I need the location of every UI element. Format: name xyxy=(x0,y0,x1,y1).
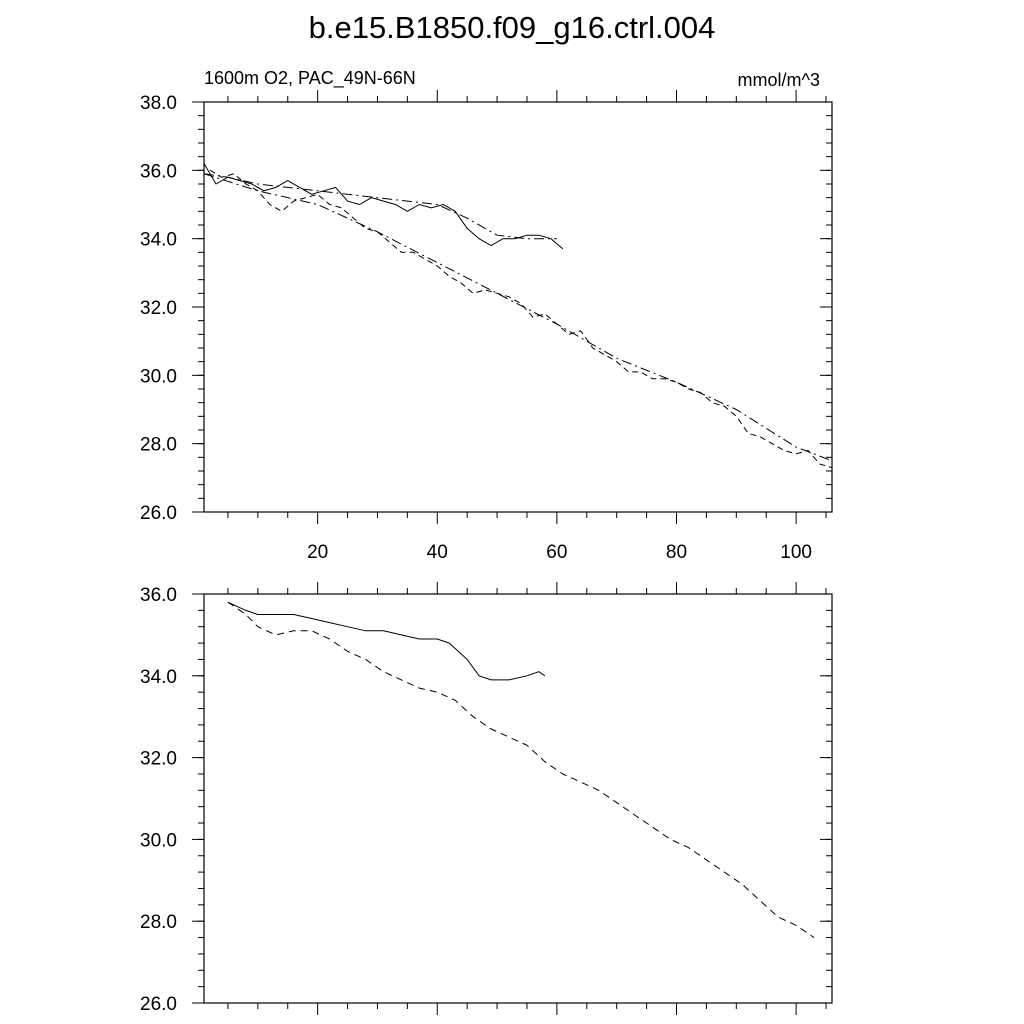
series-line-3 xyxy=(209,169,833,469)
plot-frame xyxy=(203,101,833,513)
y-tick-label: 36.0 xyxy=(140,161,177,182)
panel-2: 26.0 28.0 30.0 32.0 34.0 36.0 xyxy=(140,582,833,1015)
figure-title: b.e15.B1850.f09_g16.ctrl.004 xyxy=(309,10,716,45)
panel-1: 26.0 28.0 30.0 32.0 34.0 36.0 38.0 20 40 60 80 100 xyxy=(140,90,833,563)
plot-panels: 26.028.030.032.034.036.038.020 40 60 80 1002… xyxy=(140,90,833,1015)
series-line-4 xyxy=(203,173,833,462)
x-tick-label: 80 xyxy=(666,542,687,563)
series-line-2 xyxy=(203,173,557,240)
y-tick-label: 26.0 xyxy=(140,503,177,524)
x-tick-label: 20 xyxy=(307,542,328,563)
y-tick-label: 26.0 xyxy=(140,994,177,1015)
x-tick-label: 100 xyxy=(780,542,812,563)
y-tick-label: 34.0 xyxy=(140,230,177,251)
y-tick-label: 38.0 xyxy=(140,93,177,114)
x-tick-label: 40 xyxy=(427,542,448,563)
y-tick-label: 32.0 xyxy=(140,298,177,319)
series-line-2 xyxy=(227,601,815,939)
series-line-1 xyxy=(227,601,546,681)
y-tick-label: 32.0 xyxy=(140,749,177,770)
y-tick-label: 34.0 xyxy=(140,667,177,688)
x-tick-label: 60 xyxy=(546,542,567,563)
plot-frame xyxy=(203,593,833,1004)
y-tick-label: 30.0 xyxy=(140,830,177,851)
y-tick-label: 36.0 xyxy=(140,585,177,606)
y-tick-label: 30.0 xyxy=(140,366,177,387)
y-tick-label: 28.0 xyxy=(140,435,177,456)
y-tick-label: 28.0 xyxy=(140,912,177,933)
series-line-1 xyxy=(203,163,564,250)
panel-units-label: mmol/m^3 xyxy=(738,70,820,90)
panel-left-label: 1600m O2, PAC_49N-66N xyxy=(204,68,416,89)
